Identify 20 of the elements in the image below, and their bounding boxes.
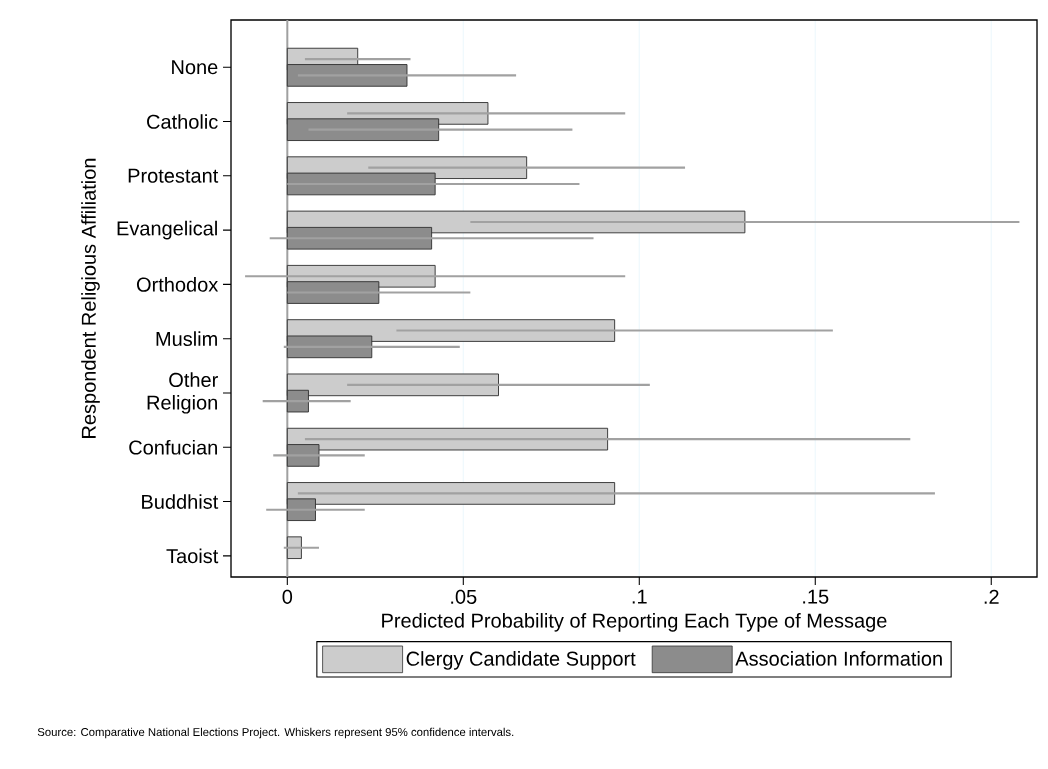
legend-label: Clergy Candidate Support bbox=[406, 651, 636, 670]
y-tick-label: Catholic bbox=[147, 114, 218, 129]
y-tick-label: None bbox=[172, 60, 218, 75]
legend-label: Association Information bbox=[735, 651, 942, 666]
y-tick-label: Confucian bbox=[129, 439, 217, 455]
y-tick-label: Orthodox bbox=[136, 277, 219, 292]
x-tick-label: 0 bbox=[282, 589, 293, 604]
x-tick-label: .15 bbox=[803, 589, 829, 604]
x-axis-title: Predicted Probability of Reporting Each Type of Message bbox=[382, 613, 887, 632]
y-tick-label: Evangelical bbox=[117, 220, 217, 240]
y-tick-label: Taoist bbox=[166, 548, 219, 564]
y-axis-title: Respondent Religious Affiliation bbox=[81, 158, 100, 438]
y-tick-label: Other Religion bbox=[147, 372, 218, 414]
x-tick-label: .05 bbox=[451, 589, 477, 604]
y-tick-label: Muslim bbox=[156, 331, 217, 347]
x-tick-label: .2 bbox=[984, 589, 999, 604]
y-tick-label: Protestant bbox=[128, 168, 219, 183]
source-note: Source: Comparative National Elections Project. Whiskers represent 95% confidence intervals. bbox=[37, 727, 514, 739]
x-tick-label: .1 bbox=[632, 589, 647, 604]
y-tick-label: Buddhist bbox=[142, 494, 219, 509]
